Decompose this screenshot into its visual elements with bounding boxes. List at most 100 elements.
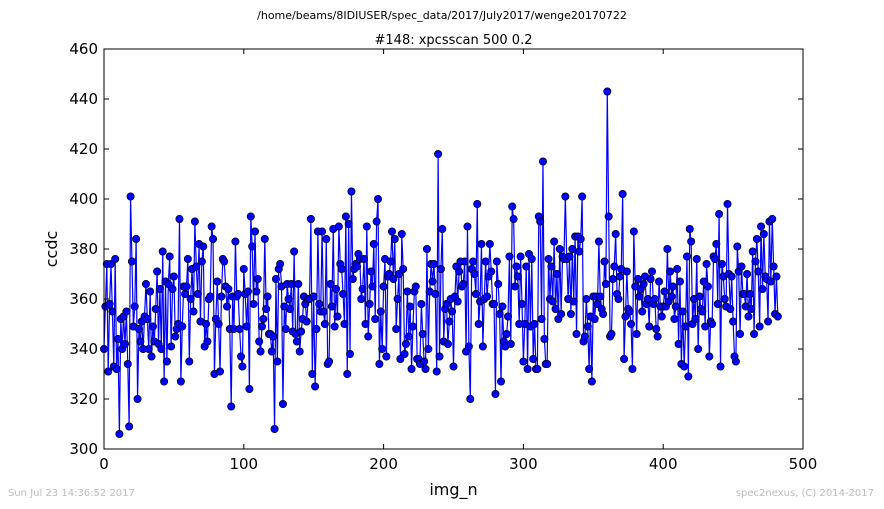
data-point <box>231 237 240 246</box>
data-point <box>417 299 426 308</box>
data-point <box>183 255 192 264</box>
data-point <box>397 230 406 239</box>
data-point <box>513 272 522 281</box>
data-point <box>155 284 164 293</box>
data-point <box>242 322 251 331</box>
data-point <box>169 272 178 281</box>
data-point <box>729 317 738 326</box>
data-point <box>487 267 496 276</box>
data-point <box>758 284 767 293</box>
data-point <box>263 292 272 301</box>
data-point <box>435 352 444 361</box>
data-point <box>273 357 282 366</box>
data-point <box>390 235 399 244</box>
data-point <box>157 344 166 353</box>
data-point <box>698 307 707 316</box>
data-point <box>160 377 169 386</box>
data-point <box>393 294 402 303</box>
data-point <box>449 362 458 371</box>
data-point <box>407 364 416 373</box>
data-point <box>615 272 624 281</box>
data-point <box>634 274 643 283</box>
data-point <box>670 314 679 323</box>
data-point <box>189 307 198 316</box>
data-point <box>469 257 478 266</box>
y-tick-label: 380 <box>69 240 98 258</box>
data-point <box>716 362 725 371</box>
data-point <box>708 319 717 328</box>
data-point <box>600 257 609 266</box>
data-point <box>587 377 596 386</box>
data-point <box>278 399 287 408</box>
data-point <box>684 372 693 381</box>
data-point <box>158 247 167 256</box>
data-point <box>773 312 782 321</box>
data-point <box>538 157 547 166</box>
data-point <box>122 307 131 316</box>
data-point <box>330 322 339 331</box>
data-point <box>537 314 546 323</box>
data-point <box>492 257 501 266</box>
data-point <box>364 332 373 341</box>
data-point <box>653 332 662 341</box>
data-point <box>392 324 401 333</box>
data-point <box>175 215 184 224</box>
data-point <box>132 235 141 244</box>
data-point <box>568 245 577 254</box>
data-point <box>362 222 371 231</box>
data-point <box>284 294 293 303</box>
data-point <box>432 367 441 376</box>
data-point <box>315 299 324 308</box>
x-tick-label: 100 <box>229 455 258 473</box>
data-point <box>252 287 261 296</box>
data-point <box>471 289 480 298</box>
data-point <box>755 322 764 331</box>
data-point <box>639 279 648 288</box>
plot-area: 0 100 200 300 400 500 300 320 340 360 380 400 420 440… <box>69 40 817 473</box>
data-point <box>422 245 431 254</box>
data-point <box>332 284 341 293</box>
data-point <box>292 337 301 346</box>
data-point <box>341 212 350 221</box>
data-point <box>687 237 696 246</box>
data-point <box>703 282 712 291</box>
data-point <box>421 364 430 373</box>
data-point <box>543 359 552 368</box>
data-point <box>123 359 132 368</box>
data-point <box>552 269 561 278</box>
x-axis-label: img_n <box>429 480 477 500</box>
data-point <box>318 227 327 236</box>
data-point <box>306 215 315 224</box>
data-point <box>143 314 152 323</box>
data-point <box>234 289 243 298</box>
data-point <box>710 255 719 264</box>
data-point <box>434 150 443 159</box>
data-point <box>604 212 613 221</box>
data-point <box>590 314 599 323</box>
x-tick-label: 0 <box>99 455 109 473</box>
data-point <box>311 382 320 391</box>
data-point <box>715 210 724 219</box>
data-point <box>648 267 657 276</box>
data-point <box>182 282 191 291</box>
data-point <box>583 322 592 331</box>
data-point <box>320 319 329 328</box>
data-point <box>115 429 124 438</box>
data-point <box>459 279 468 288</box>
data-point <box>557 309 566 318</box>
data-point <box>646 274 655 283</box>
data-point <box>667 292 676 301</box>
data-point <box>473 200 482 209</box>
data-point <box>627 319 636 328</box>
data-point <box>694 344 703 353</box>
data-point <box>334 222 343 231</box>
data-point <box>326 279 335 288</box>
data-point <box>367 267 376 276</box>
data-point <box>327 302 336 311</box>
data-point <box>378 344 387 353</box>
data-point <box>171 332 180 341</box>
data-point <box>429 259 438 268</box>
data-point <box>759 230 768 239</box>
data-point <box>346 349 355 358</box>
data-point <box>675 277 684 286</box>
